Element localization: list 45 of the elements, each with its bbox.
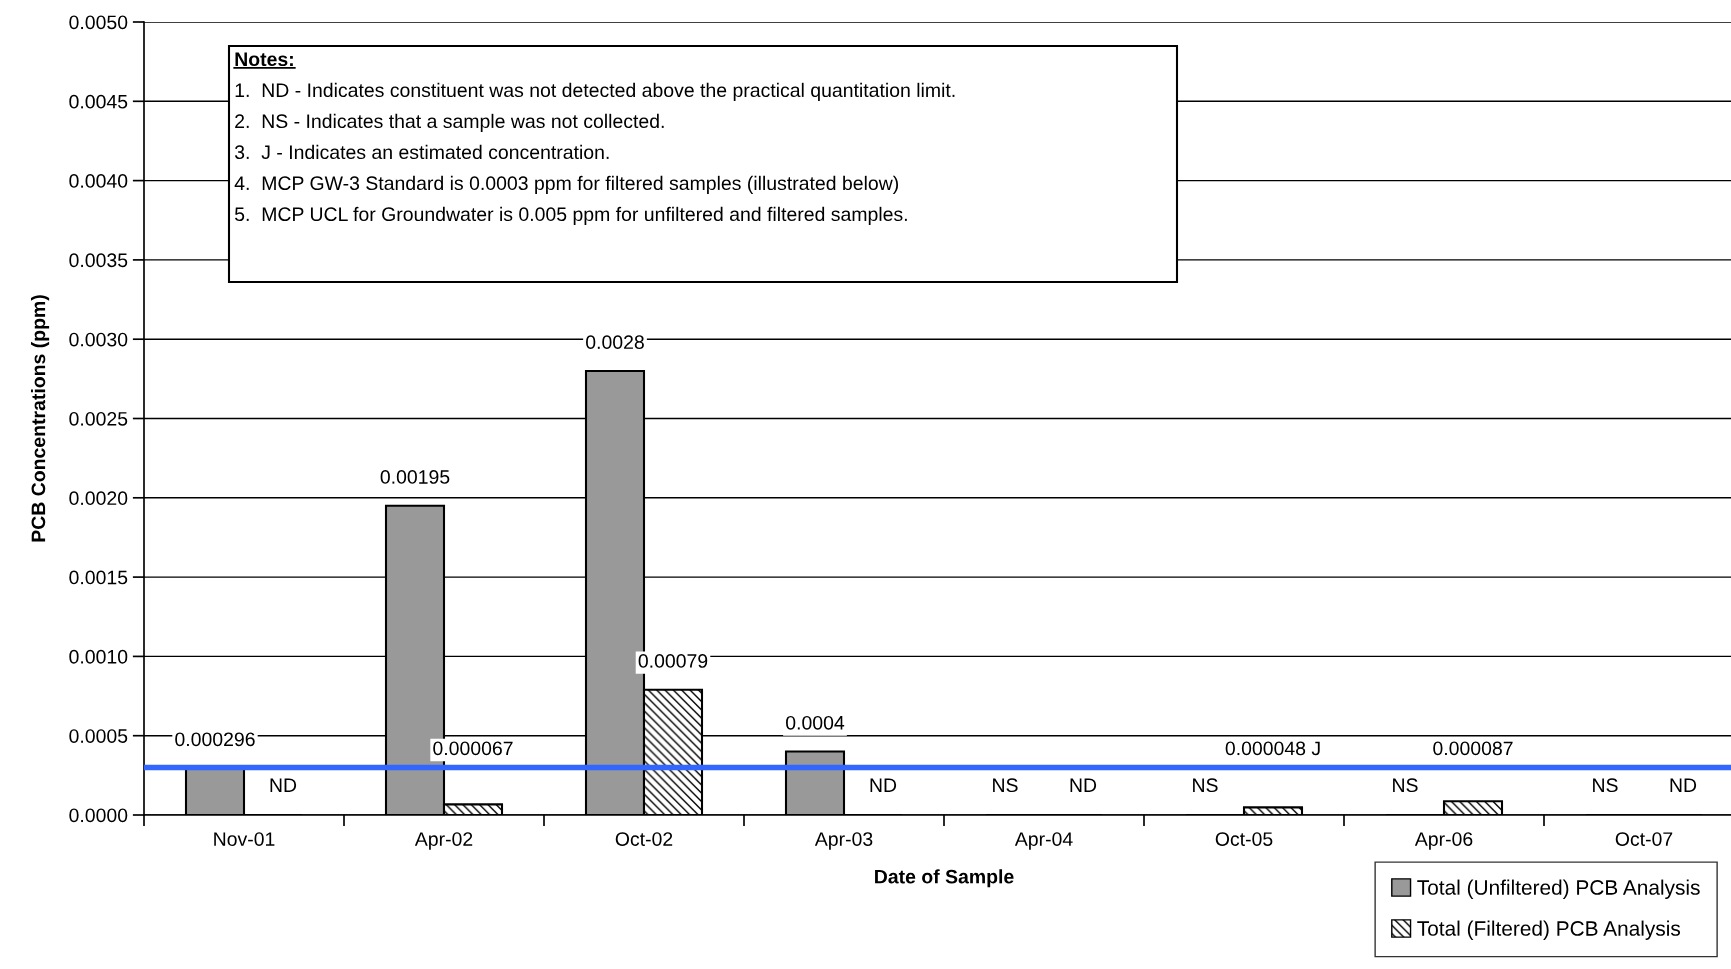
y-tick-label: 0.0035: [69, 253, 128, 268]
y-tick-label: 0.0000: [69, 808, 128, 823]
text: ND: [1670, 778, 1697, 792]
y-tick-label: 0.0020: [69, 491, 128, 506]
y-axis-title: PCB Concentrations (ppm): [30, 295, 50, 542]
data-label: 0.00195: [380, 470, 450, 484]
x-tick-label: Oct-07: [1615, 832, 1673, 846]
y-tick-label: 0.0005: [69, 729, 128, 743]
y-tick-label: 0.0050: [69, 15, 128, 30]
text: NS: [1393, 778, 1418, 793]
annotation: Notes:: [235, 52, 293, 67]
y-tick-label: 0.0040: [69, 174, 128, 188]
annotation: 5. MCP UCL for Groundwater is 0.005 ppm for unfiltered and filtered samples.: [234, 206, 907, 225]
annotation: 3. J - Indicates an estimated concentration.: [234, 144, 609, 160]
data-label: 0.0004: [786, 715, 845, 730]
text: NS: [1193, 778, 1218, 793]
annotation: 1. ND - Indicates constituent was not detected above the practical quantitation limit.: [235, 82, 955, 101]
data-label: 0.000048 J: [1225, 741, 1320, 756]
annotation: 4. MCP GW-3 Standard is 0.0003 ppm for filtered samples (illustrated below): [234, 175, 899, 194]
legend-label: Total (Filtered) PCB Analysis: [1417, 920, 1681, 940]
y-tick-label: 0.0045: [69, 94, 128, 109]
data-label: 0.000296: [175, 732, 255, 747]
x-tick-label: Nov-01: [214, 832, 275, 846]
legend-label: Total (Unfiltered) PCB Analysis: [1417, 879, 1700, 899]
text: ND: [870, 778, 897, 792]
annotation: 2. NS - Indicates that a sample was not collected.: [235, 113, 664, 132]
x-axis-title: Date of Sample: [875, 869, 1014, 888]
x-tick-label: Apr-04: [1014, 832, 1073, 850]
y-tick-label: 0.0015: [69, 570, 128, 585]
x-tick-label: Oct-05: [1215, 832, 1273, 846]
x-tick-label: Apr-02: [414, 832, 473, 850]
y-tick-label: 0.0030: [69, 332, 128, 347]
y-tick-label: 0.0010: [69, 649, 128, 664]
x-tick-label: Apr-06: [1414, 832, 1473, 850]
data-label: 0.0028: [586, 335, 644, 350]
text: ND: [1070, 778, 1097, 792]
x-tick-label: Oct-02: [615, 832, 673, 846]
text: NS: [1593, 778, 1618, 793]
text: ND: [270, 778, 297, 792]
text: NS: [993, 778, 1018, 793]
data-label: 0.00079: [638, 654, 708, 668]
y-tick-label: 0.0025: [69, 411, 128, 426]
x-tick-label: Apr-03: [814, 832, 873, 850]
data-label: 0.000087: [1433, 741, 1513, 756]
data-label: 0.000067: [433, 741, 513, 756]
